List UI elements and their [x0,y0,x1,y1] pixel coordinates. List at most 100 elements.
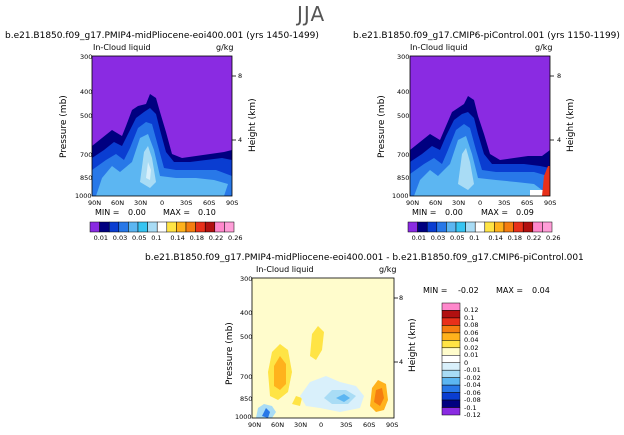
diff-max-value: 0.04 [532,286,550,295]
left-colorbar-swatch [214,221,225,233]
diff-colorbar-swatch [441,302,461,311]
right-colorbar-swatch [455,221,466,233]
diff-ytick-850: 850 [240,395,253,403]
right-xtick-60S: 60S [521,199,534,207]
left-colorbar-swatch [147,221,158,233]
left-ytick-1000: 1000 [75,192,92,200]
left-max-label: MAX = [163,208,191,217]
right-plot-frame [409,55,551,197]
right-contour-plot [409,55,554,197]
right-xtick-30S: 30S [498,199,511,207]
right-min-value: 0.00 [445,208,463,217]
left-xtick-60N: 60N [111,199,125,207]
right-colorbar [407,221,553,233]
left-colorbar-label: 0.1 [151,234,162,242]
diff-colorbar-swatch [441,317,461,326]
right-contour-sky [414,136,542,196]
right-htick-8: 8 [557,72,562,80]
diff-colorbar-label: -0.04 [464,381,481,390]
left-colorbar-swatch [176,221,187,233]
diff-colorbar-swatch [441,340,461,349]
right-panel-title: b.e21.B1850.f09_g17.CMIP6-piControl.001 … [353,31,620,41]
left-colorbar-label: 0.26 [228,234,243,242]
right-ytick-1000: 1000 [392,192,409,200]
right-max-value: 0.09 [516,208,534,217]
left-colorbar-swatch [118,221,129,233]
left-ytick-400: 400 [80,88,93,96]
left-colorbar-swatch [224,221,235,233]
right-colorbar-swatch [522,221,534,233]
left-colorbar-swatch [185,221,196,233]
left-htick-4: 4 [238,136,243,144]
left-colorbar-swatch [137,221,148,233]
diff-ytick-400: 400 [240,309,253,317]
diff-colorbar-swatch [441,377,461,386]
diff-blob-orange-60N [274,356,286,390]
diff-blob-pale [350,338,358,360]
right-colorbar-swatch [503,221,514,233]
right-contour-red-edge [542,166,550,196]
left-colorbar-swatch [99,221,110,233]
diff-colorbar-label: -0.01 [464,366,481,375]
diff-colorbar-label: -0.06 [464,388,481,397]
left-xtick-60S: 60S [203,199,216,207]
left-contour-plot [91,55,236,197]
right-colorbar-swatch [494,221,505,233]
left-colorbar-label: 0.03 [112,234,128,242]
diff-colorbar-label: 0.01 [464,351,479,360]
left-xtick-30S: 30S [180,199,193,207]
diff-panel-title: b.e21.B1850.f09_g17.PMIP4-midPliocene-eo… [145,253,584,263]
left-xtick-30N: 30N [134,199,148,207]
left-ytick-300: 300 [80,53,93,61]
diff-colorbar-label: -0.02 [464,373,481,382]
right-colorbar-label: 0.22 [526,234,542,242]
diff-xtick-30N: 30N [294,421,308,429]
right-min-label: MIN = [412,208,437,217]
diff-ytick-1000: 1000 [235,413,252,421]
diff-panel-subtitle: In-Cloud liquid [256,265,314,274]
left-xtick-90N: 90N [88,199,102,207]
diff-colorbar-label: 0.12 [464,306,479,315]
right-colorbar-label: 0.03 [430,234,446,242]
diff-ytick-700: 700 [240,373,253,381]
right-colorbar-swatch [417,221,428,233]
diff-blob-small [292,396,302,406]
left-colorbar-swatch [156,221,168,233]
diff-colorbar-swatch [441,332,461,341]
right-colorbar-swatch [474,221,486,233]
diff-min-value: -0.02 [458,286,479,295]
left-ytick-850: 850 [80,174,93,182]
diff-colorbar-swatch [441,399,461,408]
left-xtick-0: 0 [160,199,165,207]
left-colorbar-swatch [166,221,177,233]
diff-colorbar-label: -0.08 [464,396,481,405]
left-panel-units: g/kg [216,43,234,52]
left-plot-frame [91,55,233,197]
right-colorbar-label: 0.05 [450,234,465,242]
left-min-label: MIN = [95,208,120,217]
right-ytick-700: 700 [397,151,410,159]
left-contour-core [146,162,151,180]
right-colorbar-swatch [407,221,418,233]
diff-colorbar-swatch [441,384,461,393]
right-xtick-30N: 30N [452,199,466,207]
diff-colorbar-swatch [441,325,461,334]
left-colorbar-label: 0.22 [208,234,224,242]
diff-colorbar-swatch [441,407,461,416]
diff-blob-darkorange-60S [374,388,384,406]
diff-htick-8: 8 [399,294,404,302]
right-contour-pale [458,148,474,190]
right-colorbar-swatch [446,221,457,233]
right-contour-gap [530,190,546,196]
right-xtick-0: 0 [478,199,483,207]
diff-xtick-90S: 90S [386,421,399,429]
diff-xtick-60N: 60N [271,421,285,429]
diff-contour-plot [251,277,398,419]
right-colorbar-label: 0.18 [507,234,523,242]
left-panel-title: b.e21.B1850.f09_g17.PMIP4-midPliocene-eo… [5,31,319,41]
left-contour-sky [96,134,228,196]
right-ytick-300: 300 [397,53,410,61]
diff-colorbar-label: 0.1 [464,313,475,322]
diff-colorbar-swatch [441,347,461,356]
